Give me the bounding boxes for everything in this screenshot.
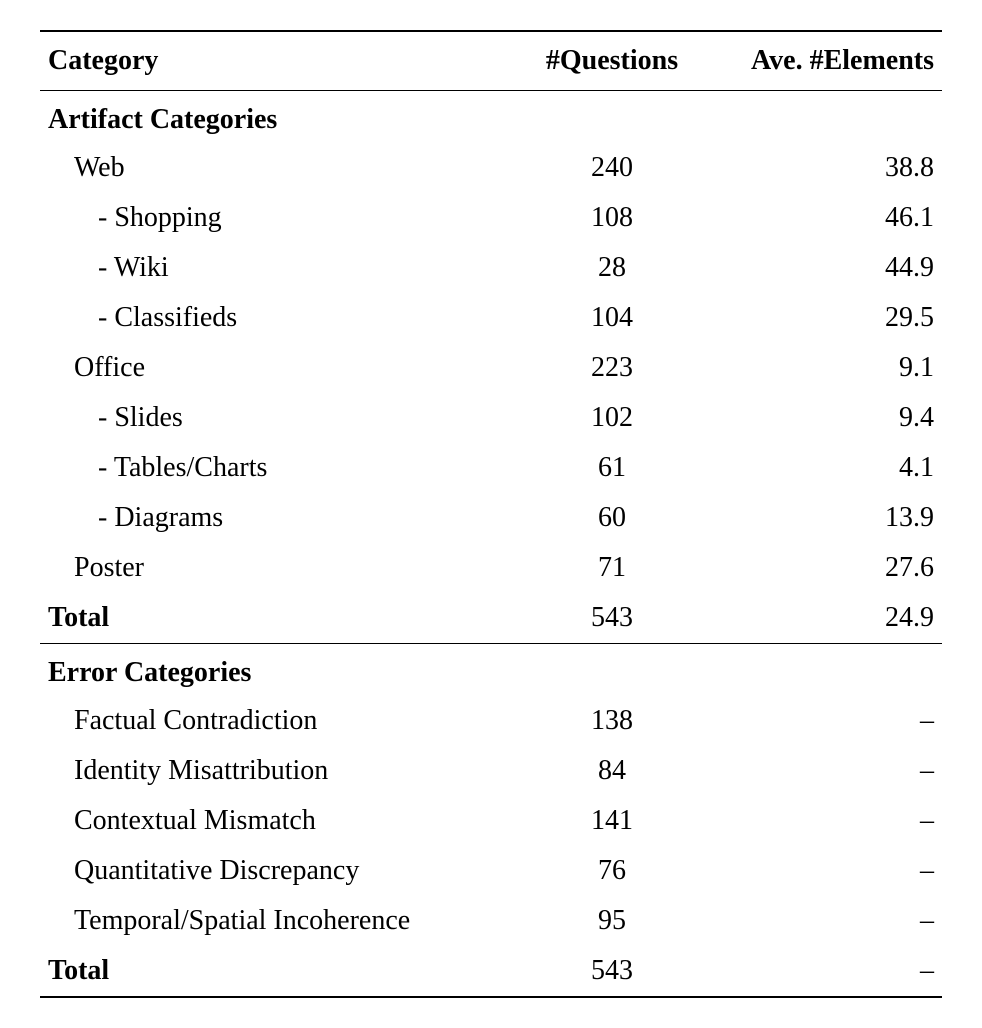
row-questions: 61 (512, 443, 712, 493)
row-label: Contextual Mismatch (40, 796, 512, 846)
row-label: Poster (40, 543, 512, 593)
row-questions: 223 (512, 343, 712, 393)
col-header-category: Category (40, 31, 512, 91)
row-label: - Wiki (40, 243, 512, 293)
row-label: Office (40, 343, 512, 393)
row-questions: 76 (512, 846, 712, 896)
section-title: Artifact Categories (40, 91, 512, 144)
col-header-elements: Ave. #Elements (712, 31, 942, 91)
section-title-e (712, 91, 942, 144)
row-questions: 84 (512, 746, 712, 796)
row-elements: – (712, 746, 942, 796)
col-header-questions: #Questions (512, 31, 712, 91)
row-elements: 13.9 (712, 493, 942, 543)
row-questions: 141 (512, 796, 712, 846)
row-label: Identity Misattribution (40, 746, 512, 796)
section-title-q (512, 91, 712, 144)
table-row: Temporal/Spatial Incoherence 95 – (40, 896, 942, 946)
total-questions: 543 (512, 946, 712, 997)
total-label: Total (40, 946, 512, 997)
section-title: Error Categories (40, 644, 512, 697)
row-questions: 71 (512, 543, 712, 593)
table-row: - Slides 102 9.4 (40, 393, 942, 443)
row-label: Quantitative Discrepancy (40, 846, 512, 896)
row-elements: – (712, 846, 942, 896)
table-row: - Classifieds 104 29.5 (40, 293, 942, 343)
table-row: Office 223 9.1 (40, 343, 942, 393)
row-elements: 9.4 (712, 393, 942, 443)
row-label: - Slides (40, 393, 512, 443)
row-questions: 108 (512, 193, 712, 243)
row-questions: 28 (512, 243, 712, 293)
table-row: Quantitative Discrepancy 76 – (40, 846, 942, 896)
row-questions: 104 (512, 293, 712, 343)
row-questions: 138 (512, 696, 712, 746)
table-row: Web 240 38.8 (40, 143, 942, 193)
row-elements: 27.6 (712, 543, 942, 593)
row-questions: 95 (512, 896, 712, 946)
row-questions: 240 (512, 143, 712, 193)
row-questions: 60 (512, 493, 712, 543)
section-title-q (512, 644, 712, 697)
row-elements: 4.1 (712, 443, 942, 493)
table-row: - Tables/Charts 61 4.1 (40, 443, 942, 493)
row-elements: 9.1 (712, 343, 942, 393)
section-title-row: Artifact Categories (40, 91, 942, 144)
row-elements: – (712, 896, 942, 946)
row-elements: – (712, 696, 942, 746)
row-elements: 44.9 (712, 243, 942, 293)
row-label: Web (40, 143, 512, 193)
row-label: - Classifieds (40, 293, 512, 343)
section-title-e (712, 644, 942, 697)
row-label: Temporal/Spatial Incoherence (40, 896, 512, 946)
total-row: Total 543 24.9 (40, 593, 942, 644)
table-row: Factual Contradiction 138 – (40, 696, 942, 746)
row-label: - Diagrams (40, 493, 512, 543)
row-label: - Tables/Charts (40, 443, 512, 493)
row-elements: – (712, 796, 942, 846)
section-title-row: Error Categories (40, 644, 942, 697)
row-elements: 38.8 (712, 143, 942, 193)
table-row: Identity Misattribution 84 – (40, 746, 942, 796)
row-label: Factual Contradiction (40, 696, 512, 746)
total-questions: 543 (512, 593, 712, 644)
row-questions: 102 (512, 393, 712, 443)
table-row: Poster 71 27.6 (40, 543, 942, 593)
table-row: Contextual Mismatch 141 – (40, 796, 942, 846)
row-elements: 46.1 (712, 193, 942, 243)
total-elements: – (712, 946, 942, 997)
row-label: - Shopping (40, 193, 512, 243)
total-elements: 24.9 (712, 593, 942, 644)
data-table: Category #Questions Ave. #Elements Artif… (40, 30, 942, 998)
table-row: - Wiki 28 44.9 (40, 243, 942, 293)
table-row: - Diagrams 60 13.9 (40, 493, 942, 543)
row-elements: 29.5 (712, 293, 942, 343)
total-row: Total 543 – (40, 946, 942, 997)
table-row: - Shopping 108 46.1 (40, 193, 942, 243)
total-label: Total (40, 593, 512, 644)
table-header-row: Category #Questions Ave. #Elements (40, 31, 942, 91)
